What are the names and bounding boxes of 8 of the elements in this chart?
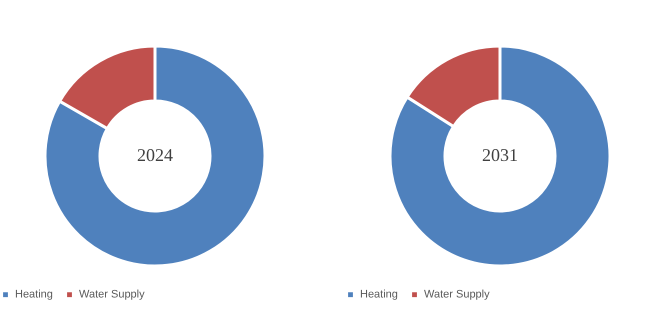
donut-slice bbox=[44, 44, 266, 268]
legend-label: Water Supply bbox=[424, 288, 490, 301]
legend-label: Heating bbox=[15, 288, 53, 301]
donut-slice bbox=[388, 44, 612, 268]
legend-label: Water Supply bbox=[79, 288, 146, 301]
text: 2031 bbox=[482, 145, 518, 165]
legend-label: Heating bbox=[360, 288, 398, 301]
text: 2024 bbox=[137, 145, 173, 165]
